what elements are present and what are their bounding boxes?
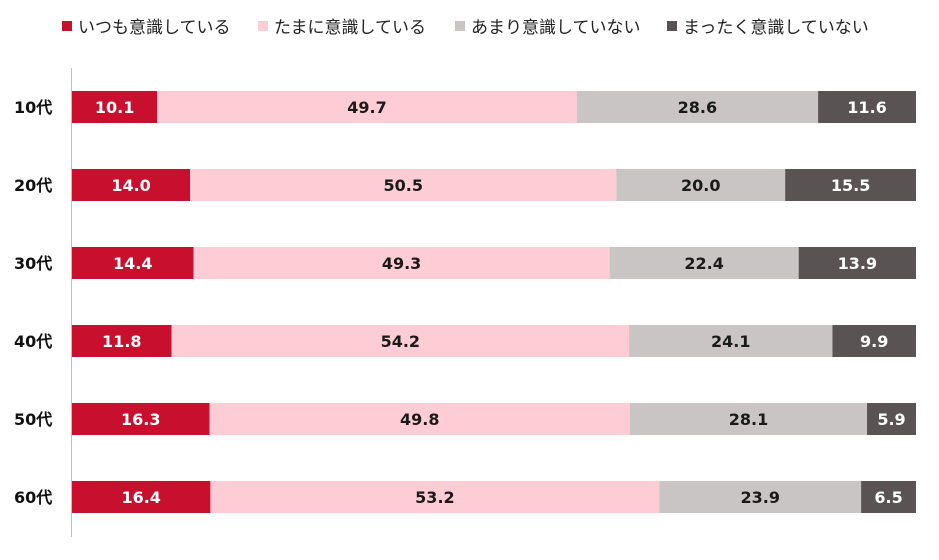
bar-segment bbox=[72, 247, 194, 279]
legend-swatch bbox=[62, 21, 72, 31]
bar-segment bbox=[171, 325, 630, 357]
data-label: 14.0 bbox=[111, 176, 150, 195]
data-label: 53.2 bbox=[415, 488, 454, 507]
bar-segment bbox=[72, 169, 191, 201]
legend-label: まったく意識していない bbox=[683, 18, 869, 38]
category-label: 60代 bbox=[14, 488, 52, 507]
bar-segment bbox=[798, 247, 916, 279]
data-label: 15.5 bbox=[831, 176, 870, 195]
data-label: 16.4 bbox=[121, 488, 160, 507]
data-label: 14.4 bbox=[113, 254, 152, 273]
data-label: 11.8 bbox=[102, 332, 141, 351]
category-label: 20代 bbox=[14, 176, 52, 195]
bar-segment bbox=[190, 169, 617, 201]
bar-segment bbox=[616, 169, 786, 201]
bar-segment bbox=[785, 169, 916, 201]
data-label: 20.0 bbox=[681, 176, 720, 195]
legend-swatch bbox=[455, 21, 465, 31]
legend-swatch bbox=[667, 21, 677, 31]
bar-segment bbox=[72, 325, 172, 357]
bar-row: 16.3 49.8 28.1 5.9 bbox=[72, 403, 916, 435]
bar-segment bbox=[72, 403, 210, 435]
category-labels: 10代 20代 30代 40代 50代 60代 bbox=[14, 98, 52, 507]
bar-segment bbox=[818, 91, 916, 123]
legend-item: あまり意識していない bbox=[455, 18, 641, 38]
bar-segment bbox=[209, 403, 630, 435]
legend-item: たまに意識している bbox=[258, 18, 426, 38]
legend-item: まったく意識していない bbox=[667, 18, 869, 38]
bar-row: 10.1 49.7 28.6 11.6 bbox=[72, 91, 916, 123]
bar-row: 14.4 49.3 22.4 13.9 bbox=[72, 247, 916, 279]
bar-segment bbox=[576, 91, 819, 123]
data-label: 50.5 bbox=[384, 176, 423, 195]
data-label: 49.7 bbox=[347, 98, 386, 117]
bar-segment bbox=[193, 247, 610, 279]
bar-row: 16.4 53.2 23.9 6.5 bbox=[72, 481, 916, 513]
bar-segment bbox=[72, 481, 211, 513]
data-label: 5.9 bbox=[877, 410, 905, 429]
data-label: 16.3 bbox=[121, 410, 160, 429]
bar-segment bbox=[832, 325, 916, 357]
data-label: 28.6 bbox=[678, 98, 717, 117]
category-label: 10代 bbox=[14, 98, 52, 117]
bar-segment bbox=[659, 481, 862, 513]
data-label: 10.1 bbox=[95, 98, 134, 117]
data-label: 9.9 bbox=[860, 332, 888, 351]
bar-segment bbox=[609, 247, 799, 279]
data-label: 24.1 bbox=[711, 332, 750, 351]
bar-segment bbox=[629, 325, 833, 357]
bar-row: 14.0 50.5 20.0 15.5 bbox=[72, 169, 916, 201]
category-label: 40代 bbox=[14, 332, 52, 351]
data-label: 6.5 bbox=[874, 488, 902, 507]
data-label: 28.1 bbox=[729, 410, 768, 429]
bar-segment bbox=[72, 91, 158, 123]
legend: いつも意識している たまに意識している あまり意識していない まったく意識していない bbox=[62, 18, 869, 38]
data-label: 23.9 bbox=[741, 488, 780, 507]
bar-segment bbox=[861, 481, 916, 513]
bar-segment bbox=[629, 403, 868, 435]
legend-label: あまり意識していない bbox=[471, 18, 641, 38]
category-label: 30代 bbox=[14, 254, 52, 273]
legend-label: たまに意識している bbox=[274, 18, 426, 38]
data-label: 11.6 bbox=[847, 98, 886, 117]
bar-segment bbox=[210, 481, 660, 513]
legend-swatch bbox=[258, 21, 268, 31]
bar-row: 11.8 54.2 24.1 9.9 bbox=[72, 325, 916, 357]
data-label: 22.4 bbox=[684, 254, 723, 273]
data-label: 49.8 bbox=[400, 410, 439, 429]
bar-segment bbox=[867, 403, 916, 435]
legend-label: いつも意識している bbox=[78, 18, 231, 38]
legend-item: いつも意識している bbox=[62, 18, 231, 38]
data-label: 54.2 bbox=[381, 332, 420, 351]
bar-segment bbox=[157, 91, 577, 123]
category-label: 50代 bbox=[14, 410, 52, 429]
data-label: 13.9 bbox=[838, 254, 877, 273]
data-label: 49.3 bbox=[382, 254, 421, 273]
bars: 10.1 49.7 28.6 11.6 14.0 50.5 20.0 15.5 14.4 49.3… bbox=[72, 91, 916, 513]
